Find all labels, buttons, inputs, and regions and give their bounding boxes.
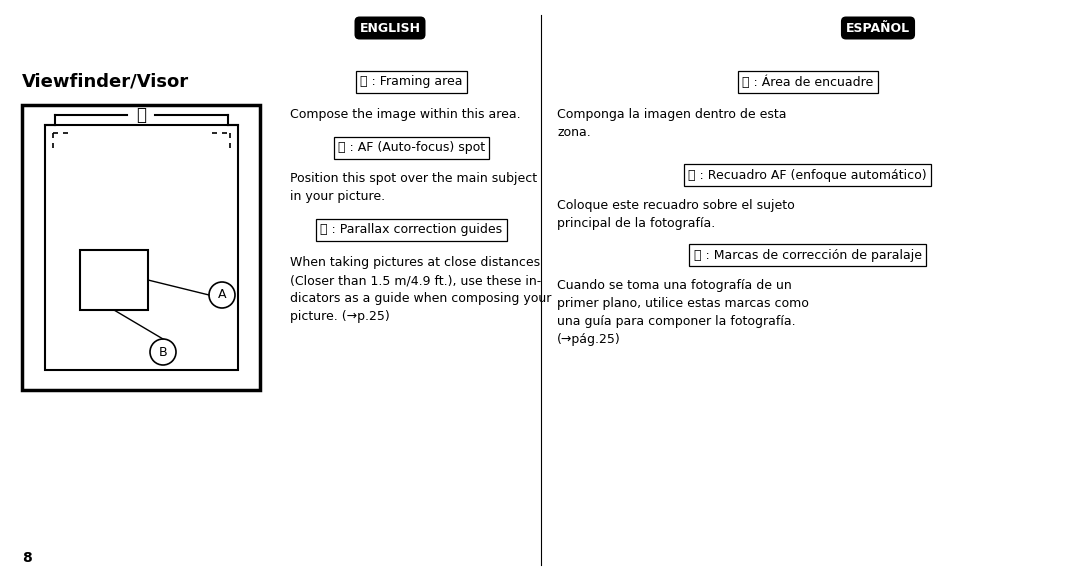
Text: Coloque este recuadro sobre el sujeto: Coloque este recuadro sobre el sujeto [557, 199, 795, 212]
Text: Ⓒ : Marcas de corrección de paralaje: Ⓒ : Marcas de corrección de paralaje [693, 248, 921, 262]
Bar [45, 125, 238, 370]
Text: Position this spot over the main subject: Position this spot over the main subject [291, 172, 537, 185]
Text: Ⓐ : Área de encuadre: Ⓐ : Área de encuadre [742, 75, 873, 89]
Text: Ⓑ : Recuadro AF (enfoque automático): Ⓑ : Recuadro AF (enfoque automático) [688, 168, 927, 181]
Text: When taking pictures at close distances: When taking pictures at close distances [291, 256, 540, 269]
Text: Ⓐ : Framing area: Ⓐ : Framing area [361, 75, 462, 89]
Text: in your picture.: in your picture. [291, 190, 386, 203]
Text: Componga la imagen dentro de esta: Componga la imagen dentro de esta [557, 108, 786, 121]
Text: B: B [159, 346, 167, 358]
Text: principal de la fotografía.: principal de la fotografía. [557, 217, 715, 230]
Text: A: A [218, 288, 226, 302]
Text: Cuando se toma una fotografía de un: Cuando se toma una fotografía de un [557, 279, 792, 292]
Text: picture. (→p.25): picture. (→p.25) [291, 310, 390, 323]
Text: una guía para componer la fotografía.: una guía para componer la fotografía. [557, 315, 796, 328]
Text: (Closer than 1.5 m/4.9 ft.), use these in-: (Closer than 1.5 m/4.9 ft.), use these i… [291, 274, 541, 287]
Text: zona.: zona. [557, 126, 591, 139]
Text: ESPAÑOL: ESPAÑOL [846, 21, 910, 35]
Text: Ⓒ : Parallax correction guides: Ⓒ : Parallax correction guides [321, 223, 502, 236]
Bar [22, 105, 260, 390]
Text: dicators as a guide when composing your: dicators as a guide when composing your [291, 292, 552, 305]
Text: primer plano, utilice estas marcas como: primer plano, utilice estas marcas como [557, 297, 809, 310]
Text: Ⓒ: Ⓒ [136, 106, 146, 124]
Text: ENGLISH: ENGLISH [360, 21, 420, 35]
Bar [80, 250, 148, 310]
Text: Viewfinder/Visor: Viewfinder/Visor [22, 73, 189, 91]
Text: 8: 8 [22, 551, 31, 565]
Text: Compose the image within this area.: Compose the image within this area. [291, 108, 521, 121]
Text: (→pág.25): (→pág.25) [557, 333, 621, 346]
Text: Ⓑ : AF (Auto-focus) spot: Ⓑ : AF (Auto-focus) spot [338, 141, 485, 155]
